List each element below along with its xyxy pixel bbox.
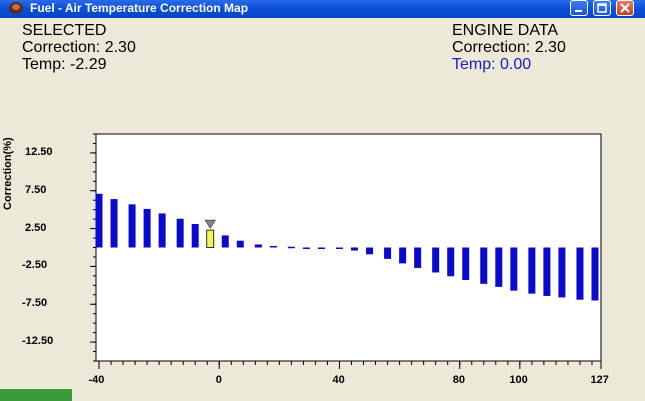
bar: [287, 246, 295, 249]
y-tick-label: -2.50: [22, 259, 48, 272]
y-tick-label: -7.50: [22, 297, 48, 310]
x-tick-label: 0: [215, 374, 222, 386]
bar: [447, 247, 455, 277]
y-tick-label: 12.50: [25, 145, 53, 158]
bar: [317, 247, 325, 249]
window-title: Fuel - Air Temperature Correction Map: [30, 1, 249, 15]
bar: [432, 247, 440, 273]
engine-data-heading: ENGINE DATA: [452, 22, 559, 39]
selected-heading: SELECTED: [22, 22, 107, 39]
bar: [254, 244, 262, 248]
maximize-icon: [597, 3, 607, 13]
selected-correction: Correction: 2.30: [22, 39, 136, 56]
bar: [576, 247, 584, 300]
bar: [399, 247, 407, 264]
bar: [191, 224, 199, 248]
x-tick-label: 127: [590, 374, 609, 386]
y-tick-label: -12.50: [22, 335, 54, 348]
bar: [510, 247, 518, 291]
bar: [462, 247, 470, 281]
close-button[interactable]: [616, 0, 634, 16]
selected-bar: [206, 229, 215, 248]
x-tick-label: 80: [452, 374, 465, 386]
minimize-icon: [575, 10, 582, 12]
bar: [591, 247, 599, 301]
engine-temp: Temp: 0.00: [452, 56, 532, 73]
bar: [558, 247, 566, 298]
x-tick-label: 40: [332, 374, 345, 386]
y-tick-label: 2.50: [25, 221, 47, 234]
bar: [110, 199, 118, 248]
bar: [480, 247, 488, 284]
start-button[interactable]: [0, 389, 72, 401]
bar: [143, 208, 151, 248]
bar: [351, 247, 359, 251]
x-tick-label: 100: [509, 374, 528, 386]
x-tick-label: -40: [88, 374, 105, 386]
bar: [366, 247, 374, 255]
bar: [269, 245, 277, 248]
taskbar: [0, 389, 645, 401]
title-bar[interactable]: Fuel - Air Temperature Correction Map: [0, 0, 645, 18]
plot-area: [95, 133, 602, 362]
bar: [128, 204, 136, 248]
bar: [236, 240, 244, 248]
bar: [414, 247, 422, 268]
maximize-button[interactable]: [593, 0, 611, 16]
bar: [543, 247, 551, 296]
bar: [302, 247, 310, 249]
bar: [384, 247, 392, 259]
bar: [95, 193, 103, 248]
selection-marker-icon: [204, 219, 216, 229]
bar: [495, 247, 503, 287]
engine-correction: Correction: 2.30: [452, 39, 566, 56]
bar: [176, 218, 184, 248]
y-tick-label: 7.50: [25, 183, 47, 196]
bar: [221, 235, 229, 248]
selected-temp: Temp: -2.29: [22, 56, 107, 73]
minimize-button[interactable]: [570, 0, 588, 16]
app-icon: [9, 2, 23, 14]
bar: [528, 247, 536, 294]
bar: [158, 213, 166, 248]
close-icon: [620, 3, 630, 13]
bar: [335, 247, 343, 250]
